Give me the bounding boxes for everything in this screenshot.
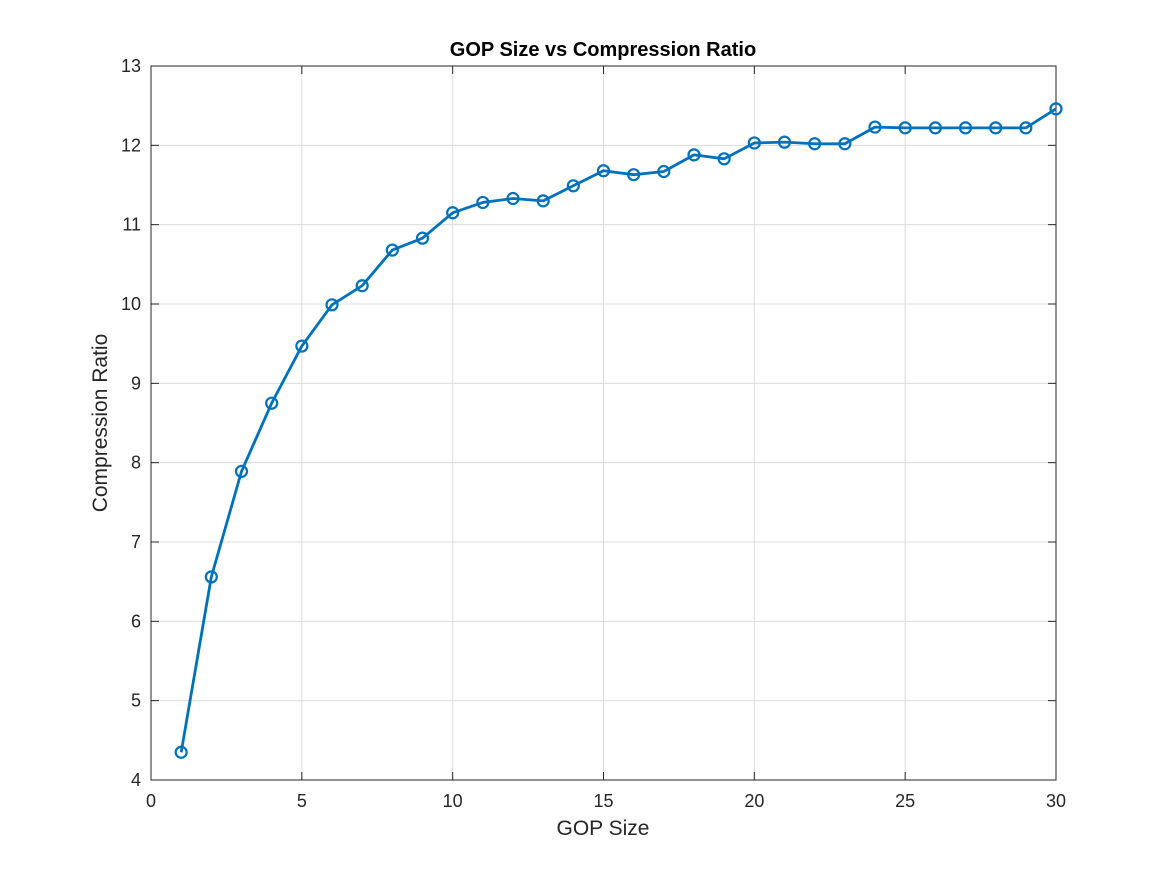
data-point bbox=[868, 120, 882, 134]
y-tick-label: 10 bbox=[121, 294, 141, 314]
data-point bbox=[838, 137, 852, 151]
data-point bbox=[234, 464, 249, 478]
y-tick-label: 9 bbox=[131, 373, 141, 393]
data-point bbox=[446, 206, 460, 220]
data-point bbox=[1049, 102, 1063, 116]
data-point bbox=[687, 148, 701, 162]
plot-area-frame bbox=[150, 65, 1057, 781]
data-point bbox=[355, 279, 369, 293]
y-tick-label: 8 bbox=[131, 453, 141, 473]
ticks bbox=[150, 65, 1057, 781]
data-point bbox=[627, 168, 641, 182]
data-point bbox=[506, 191, 520, 206]
data-point bbox=[958, 121, 973, 135]
data-point bbox=[989, 121, 1003, 135]
x-tick-label: 30 bbox=[1046, 791, 1066, 811]
x-tick-label: 0 bbox=[146, 791, 156, 811]
x-tick-label: 20 bbox=[744, 791, 764, 811]
x-tick-label: 25 bbox=[895, 791, 915, 811]
x-tick-label: 10 bbox=[443, 791, 463, 811]
y-tick-label: 12 bbox=[121, 135, 141, 155]
data-point bbox=[808, 137, 822, 151]
y-tick-label: 6 bbox=[131, 611, 141, 631]
data-point bbox=[717, 152, 731, 166]
data-point bbox=[596, 164, 611, 178]
y-tick-label: 7 bbox=[131, 532, 141, 552]
y-tick-label: 13 bbox=[121, 56, 141, 76]
y-tick-label: 5 bbox=[131, 691, 141, 711]
tick-labels: 0 5 10 15 20 25 30 4 5 6 7 8 9 10 11 12 13 bbox=[121, 56, 1066, 811]
series bbox=[174, 102, 1063, 759]
x-axis-label: GOP Size bbox=[557, 817, 650, 840]
data-point bbox=[265, 396, 279, 410]
data-point bbox=[476, 195, 490, 210]
data-point bbox=[325, 298, 339, 312]
data-point bbox=[385, 243, 399, 257]
y-tick-label: 11 bbox=[122, 215, 141, 235]
data-point bbox=[415, 231, 430, 245]
data-point bbox=[204, 570, 218, 584]
data-point bbox=[898, 121, 912, 135]
data-point bbox=[657, 164, 671, 179]
data-point bbox=[566, 179, 580, 193]
data-point bbox=[928, 121, 942, 135]
y-axis-label: Compression Ratio bbox=[89, 334, 112, 513]
x-tick-label: 15 bbox=[593, 791, 613, 811]
chart-title: GOP Size vs Compression Ratio bbox=[450, 39, 756, 61]
data-point bbox=[777, 135, 792, 149]
data-point bbox=[1019, 121, 1033, 135]
data-point bbox=[747, 136, 761, 150]
x-tick-label: 5 bbox=[297, 791, 307, 811]
y-tick-label: 4 bbox=[131, 770, 141, 790]
data-point bbox=[174, 745, 188, 759]
data-point bbox=[536, 194, 550, 208]
data-point bbox=[295, 339, 309, 353]
